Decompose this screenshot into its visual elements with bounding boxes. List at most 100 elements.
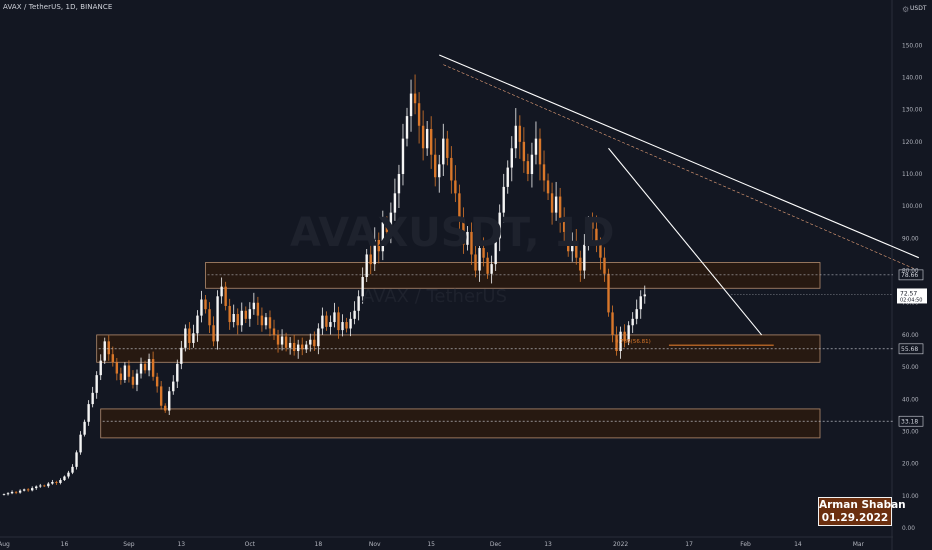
candle-body-123 — [498, 212, 501, 239]
candle-body-72 — [292, 342, 296, 352]
candle-body-84 — [341, 322, 344, 331]
candle-body-147 — [595, 228, 598, 245]
candle-body-136 — [550, 193, 554, 213]
candle-body-58 — [236, 314, 239, 326]
candle-body-39 — [159, 386, 163, 406]
candle-body-13 — [55, 481, 58, 483]
author-date: 01.29.2022 — [821, 512, 889, 524]
candle-body-132 — [534, 138, 538, 155]
candle-body-85 — [345, 322, 348, 329]
candle-body-149 — [603, 257, 606, 274]
candle-body-5 — [22, 489, 26, 491]
candle-body-41 — [168, 391, 171, 411]
candle-body-131 — [530, 154, 534, 175]
author-name: Arman Shaban — [819, 499, 906, 511]
y-tick-14: 10.00 — [902, 494, 919, 500]
x-tick-13: 14 — [794, 541, 802, 548]
candle-body-23 — [95, 375, 98, 393]
candle-body-49 — [200, 299, 203, 316]
candle-body-11 — [47, 483, 50, 487]
candle-body-56 — [228, 305, 231, 323]
candle-body-117 — [474, 254, 477, 271]
candle-body-142 — [575, 241, 578, 258]
candle-body-74 — [301, 344, 304, 350]
candle-body-113 — [458, 193, 461, 220]
candle-body-101 — [409, 93, 413, 117]
y-tick-8: 70.00 — [902, 301, 919, 307]
candle-body-34 — [139, 363, 143, 374]
x-tick-11: 17 — [685, 541, 693, 548]
x-tick-2: Sep — [123, 541, 135, 548]
trendline-1 — [443, 64, 915, 270]
x-tick-9: 13 — [544, 541, 552, 548]
gear-icon[interactable]: ⚙ — [902, 5, 910, 14]
candle-body-63 — [256, 302, 260, 316]
candle-body-135 — [546, 180, 550, 194]
candle-body-81 — [329, 322, 332, 327]
y-tick-7: 80.00 — [902, 269, 919, 275]
level-tag-0 — [898, 269, 924, 281]
x-tick-8: Dec — [490, 541, 502, 548]
fib-level-label: 0.786(56.81) — [615, 339, 651, 345]
trendline-2 — [608, 147, 763, 336]
candle-body-9 — [39, 485, 42, 487]
level-label-1: 55.68 — [901, 346, 918, 353]
y-tick-13: 20.00 — [902, 462, 919, 468]
candle-body-104 — [421, 125, 425, 149]
y-tick-3: 120.00 — [902, 140, 923, 146]
y-tick-9: 60.00 — [902, 333, 919, 339]
y-tick-4: 110.00 — [902, 172, 923, 178]
candle-body-128 — [518, 125, 522, 142]
candle-body-130 — [526, 161, 530, 175]
candle-body-15 — [63, 476, 66, 481]
candle-body-59 — [240, 310, 243, 326]
candle-body-97 — [393, 193, 397, 213]
x-tick-5: 18 — [315, 541, 323, 548]
candle-body-79 — [321, 315, 324, 329]
candle-body-106 — [429, 128, 433, 155]
candle-body-47 — [192, 333, 195, 343]
y-tick-1: 140.00 — [902, 75, 923, 81]
candle-body-22 — [91, 392, 94, 405]
candle-body-144 — [583, 244, 586, 271]
y-tick-10: 50.00 — [902, 365, 919, 371]
candle-body-67 — [272, 328, 276, 335]
candle-body-54 — [220, 286, 223, 297]
candle-body-50 — [204, 299, 207, 310]
watermark-ticker: AVAXUSDT, 1D — [290, 210, 615, 256]
candle-body-45 — [184, 328, 187, 348]
candle-body-37 — [151, 359, 155, 377]
candle-body-27 — [111, 354, 115, 363]
candle-body-75 — [305, 344, 308, 350]
candle-body-90 — [365, 254, 368, 277]
candle-body-129 — [522, 141, 526, 162]
candle-body-7 — [31, 488, 34, 491]
candle-body-28 — [115, 362, 119, 374]
candle-body-2 — [10, 491, 14, 494]
candle-body-64 — [260, 315, 264, 326]
candle-body-114 — [462, 219, 465, 245]
candle-body-153 — [619, 331, 622, 352]
candle-body-62 — [252, 302, 256, 310]
candle-body-53 — [216, 296, 219, 342]
current-price-label: 72.57 — [900, 290, 917, 297]
candle-body-148 — [599, 244, 602, 258]
candle-body-25 — [103, 341, 106, 361]
candle-body-125 — [506, 167, 509, 187]
y-tick-15: 0.00 — [902, 526, 915, 532]
candle-body-100 — [405, 116, 409, 139]
x-tick-4: Oct — [245, 541, 256, 548]
candle-body-152 — [615, 334, 618, 352]
candle-body-18 — [75, 452, 78, 467]
candle-body-103 — [417, 103, 421, 126]
candle-body-139 — [562, 219, 566, 232]
candle-body-21 — [87, 404, 90, 422]
candle-body-124 — [502, 186, 505, 213]
candle-body-38 — [155, 376, 159, 387]
candle-body-3 — [14, 491, 18, 493]
candle-body-14 — [59, 480, 62, 483]
candle-body-40 — [164, 405, 167, 411]
candle-body-94 — [381, 222, 385, 252]
candle-body-10 — [43, 485, 46, 487]
